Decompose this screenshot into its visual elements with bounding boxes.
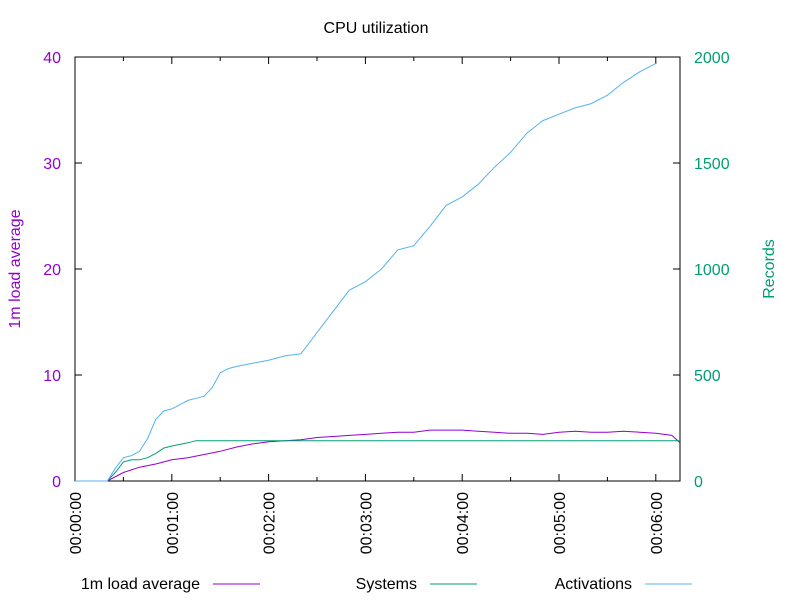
- y2-axis-label: Records: [761, 239, 778, 299]
- y-tick-label: 30: [43, 156, 61, 173]
- x-tick-label: 00:04:00: [455, 492, 472, 554]
- y-axis-right: 0 500 1000 1500 2000: [673, 50, 730, 491]
- y2-tick-label: 1000: [694, 262, 730, 279]
- x-tick-label: 00:02:00: [262, 492, 279, 554]
- legend: 1m load average Systems Activations: [81, 576, 692, 593]
- y2-tick-label: 2000: [694, 50, 730, 67]
- y-tick-label: 10: [43, 368, 61, 385]
- x-tick-label: 00:05:00: [552, 492, 569, 554]
- y2-tick-label: 0: [694, 474, 703, 491]
- x-tick-label: 00:06:00: [649, 492, 666, 554]
- series-layer: [75, 62, 681, 482]
- x-axis: 00:00:00 00:01:00 00:02:00 00:03:00 00:04:00…: [68, 57, 666, 554]
- y2-tick-label: 500: [694, 368, 721, 385]
- y-tick-label: 20: [43, 262, 61, 279]
- legend-label-2: Systems: [356, 576, 417, 593]
- y-axis-label: 1m load average: [7, 209, 24, 328]
- legend-label-1: 1m load average: [81, 576, 200, 593]
- legend-label-3: Activations: [555, 576, 632, 593]
- x-tick-label: 00:00:00: [68, 492, 85, 554]
- y-tick-label: 0: [52, 474, 61, 491]
- y-axis-left: 0 10 20 30 40: [43, 50, 82, 491]
- y-tick-label: 40: [43, 50, 61, 67]
- x-tick-label: 00:03:00: [358, 492, 375, 554]
- y2-tick-label: 1500: [694, 156, 730, 173]
- series-line-2: [75, 440, 680, 482]
- series-line-1: [75, 429, 681, 482]
- x-tick-label: 00:01:00: [165, 492, 182, 554]
- plot-frame: [74, 56, 681, 482]
- chart-title: CPU utilization: [324, 20, 429, 37]
- series-line-3: [75, 62, 657, 482]
